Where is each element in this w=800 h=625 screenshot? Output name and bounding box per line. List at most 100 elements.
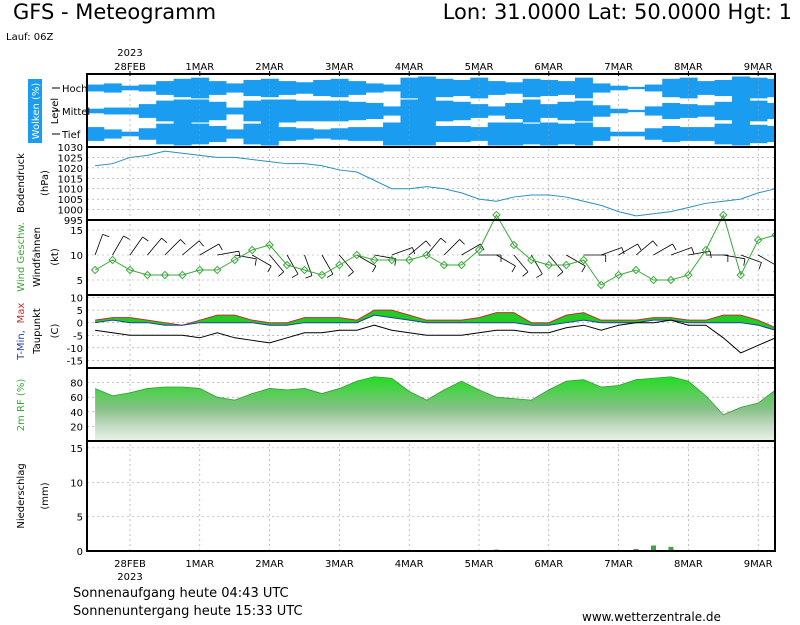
wind-ylabel2: Windfahnen: [32, 227, 43, 287]
day-label-top: 7MAR: [604, 62, 633, 73]
wind-barb-feather: [198, 240, 205, 247]
location-info: Lon: 31.0000 Lat: 50.0000 Hgt: 1: [442, 0, 792, 24]
tmin-ylabel: T-Min,: [16, 330, 27, 361]
cloud-cell-low: [225, 129, 244, 139]
wind-barb: [408, 240, 427, 256]
wind-barb: [217, 250, 239, 256]
wind-barb-feather: [459, 239, 465, 245]
cloud-cell-low: [592, 127, 611, 141]
wind-barb: [443, 239, 460, 256]
wind-barb-feather: [522, 271, 529, 277]
cloud-cell-high: [470, 77, 489, 99]
cloud-cell-low: [313, 129, 332, 139]
y-tick-label: 40: [70, 408, 83, 419]
wind-barb: [653, 243, 673, 256]
wind-speed-marker: [614, 270, 623, 280]
wind-barb-feather: [347, 271, 354, 277]
cloud-cell-high: [138, 84, 157, 92]
y-tick-label: 1005: [58, 195, 83, 206]
y-tick-label: 5: [77, 276, 83, 287]
wind-barb: [147, 237, 162, 256]
y-tick-label: 15: [70, 444, 83, 455]
level-label: Level: [50, 98, 61, 124]
year-label-top: 2023: [117, 48, 142, 59]
wind-barb-feather: [412, 247, 416, 255]
cloud-cell-low: [487, 122, 506, 146]
day-label-top: 4MAR: [395, 62, 424, 73]
cloud-cell-high: [697, 81, 716, 95]
cloud-cell-low: [452, 125, 471, 143]
cloud-cell-mid: [732, 99, 750, 123]
cloud-cell-mid: [278, 99, 297, 123]
cloud-cell-high: [435, 78, 454, 98]
wind-speed-marker: [736, 270, 745, 280]
day-label-top: 6MAR: [534, 62, 563, 73]
wind-barb: [635, 240, 654, 256]
cloud-cell-high: [295, 82, 314, 94]
run-label: Lauf: 06Z: [6, 32, 54, 43]
day-label-top: 5MAR: [465, 62, 494, 73]
wind-barb-feather: [291, 273, 299, 278]
humidity-ylabel: 2m RF (%): [16, 379, 27, 432]
cloud-cell-low: [644, 128, 663, 140]
wind-speed-marker: [143, 270, 152, 280]
precip-bar: [651, 545, 656, 551]
precip-bar: [668, 546, 674, 551]
wind-speed-marker: [282, 260, 292, 270]
wind-barb: [601, 247, 622, 256]
cloud-cell-low: [714, 123, 733, 145]
cloud-cell-mid: [138, 104, 157, 118]
wind-barb: [391, 247, 413, 256]
cloud-cell-mid: [173, 99, 192, 123]
wind-speed-marker: [213, 265, 222, 275]
wind-speed-marker: [265, 240, 274, 250]
cloud-cell-high: [662, 78, 681, 98]
y-tick-label: -10: [67, 344, 83, 355]
wind-speed-marker: [649, 275, 658, 285]
wind-barb: [374, 254, 397, 260]
wind-barb-feather: [142, 236, 149, 242]
cloud-cell-high: [749, 77, 768, 99]
wind-speed-marker: [753, 235, 763, 245]
cloud-cell-mid: [383, 106, 401, 116]
day-label-top: 3MAR: [325, 62, 354, 73]
precip-unit: (mm): [40, 482, 51, 509]
cloud-cell-low: [627, 131, 646, 137]
wind-speed-marker: [90, 265, 100, 275]
pressure-ylabel: Bodendruck: [16, 153, 27, 213]
wind-speed-marker: [335, 260, 344, 270]
cloud-cell-low: [766, 125, 775, 143]
cloud-cell-low: [295, 128, 314, 140]
cloud-cell-high: [156, 81, 175, 95]
wind-barb-feather: [788, 269, 792, 274]
wind-barb: [776, 255, 793, 269]
wind-barb: [513, 254, 529, 273]
cloud-cell-low: [662, 125, 681, 143]
cloud-cell-high: [679, 77, 698, 99]
wind-speed-marker: [684, 270, 693, 280]
wind-speed-marker: [195, 265, 205, 275]
wind-speed-marker: [178, 270, 187, 280]
day-label-bottom: 8MAR: [674, 559, 703, 570]
cloud-level-label: Tief: [61, 130, 81, 141]
cloud-cell-high: [225, 83, 244, 93]
wind-speed-marker: [527, 255, 536, 265]
humidity-area: [95, 376, 775, 441]
wind-speed-marker: [666, 275, 676, 285]
cloud-cell-low: [574, 122, 593, 146]
wind-barb-feather: [180, 239, 186, 245]
wind-barb-feather: [637, 243, 642, 251]
cloud-cell-mid: [87, 108, 105, 114]
site-url[interactable]: www.wetterzentrale.de: [582, 610, 721, 624]
wind-barb-feather: [672, 243, 677, 251]
wind-barb-feather: [372, 265, 377, 273]
wind-barb-feather: [557, 271, 564, 277]
cloud-cell-mid: [313, 100, 332, 122]
cloud-cell-high: [574, 77, 593, 99]
cloud-cell-high: [313, 79, 332, 97]
cloud-cell-low: [435, 125, 454, 143]
wind-speed-marker: [160, 270, 170, 280]
cloud-cell-mid: [714, 101, 733, 121]
wind-barb: [286, 254, 299, 275]
cloud-cell-low: [732, 122, 750, 146]
